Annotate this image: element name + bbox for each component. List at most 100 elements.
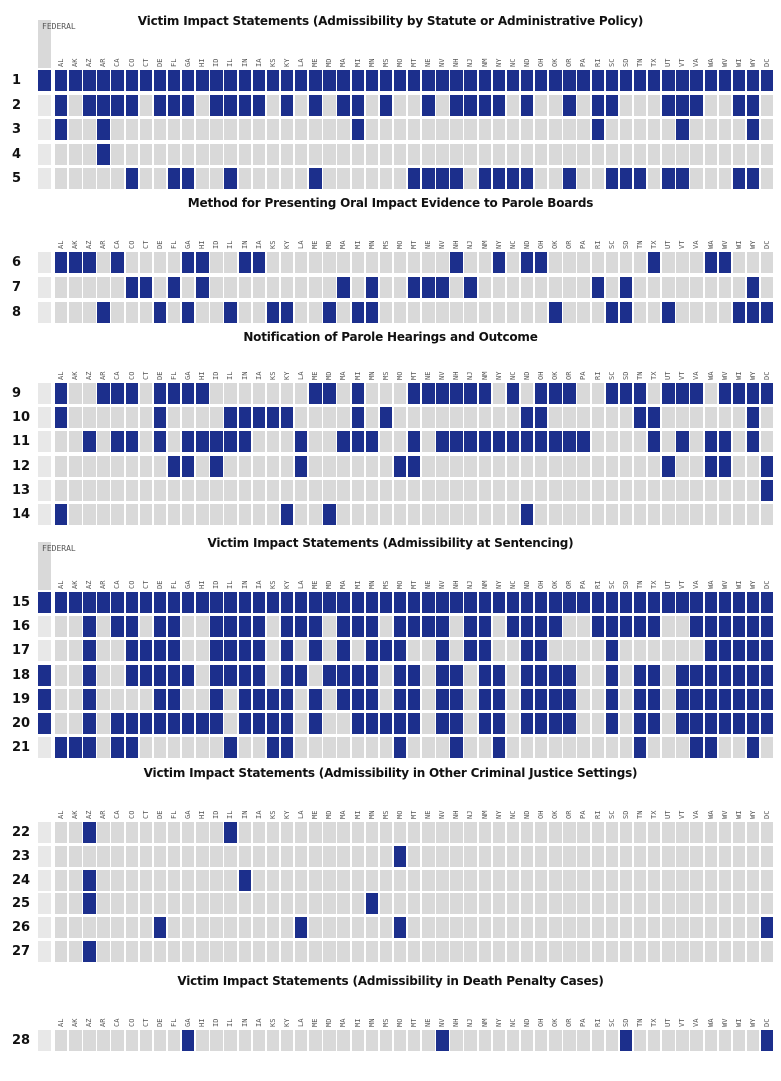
matrix-cell-yes (167, 94, 181, 116)
matrix-cell-no (464, 845, 477, 867)
matrix-cell-yes (676, 94, 689, 116)
state-column-header: NC (508, 580, 517, 589)
matrix-cell-yes (210, 94, 223, 116)
matrix-cell-no (605, 941, 619, 962)
matrix-cell-no (563, 822, 576, 843)
matrix-cell-yes (746, 688, 760, 710)
state-column-header: NY (494, 810, 503, 819)
matrix-cell-no (662, 713, 675, 734)
matrix-cell-yes (450, 431, 463, 453)
matrix-cell-no (676, 737, 689, 759)
matrix-cell-yes (69, 592, 82, 613)
matrix-cell-no (309, 119, 322, 141)
matrix-cell-yes (280, 640, 294, 662)
matrix-cell-no (393, 119, 407, 141)
matrix-cell-no (139, 479, 153, 501)
matrix-cell-no (563, 302, 576, 323)
matrix-cell-no (690, 302, 703, 323)
matrix-cell-no (506, 688, 520, 710)
matrix-cell-no (619, 845, 633, 867)
matrix-cell-no (492, 616, 506, 638)
matrix-cell-yes (464, 592, 477, 613)
matrix-cell-no (196, 616, 209, 638)
matrix-cell-no (309, 917, 322, 939)
matrix-cell-no (718, 94, 732, 116)
state-column-header: NJ (466, 810, 475, 819)
matrix-cell-no (196, 455, 209, 477)
matrix-cell-yes (351, 302, 364, 323)
matrix-cell-yes (718, 688, 732, 710)
section-title: Victim Impact Statements (Admissibility … (207, 536, 574, 550)
state-column-header: VA (692, 371, 701, 380)
matrix-cell-yes (295, 664, 308, 686)
matrix-cell-no (648, 917, 661, 939)
matrix-cell-no (577, 94, 590, 116)
matrix-cell-no (704, 119, 717, 141)
matrix-cell-no (662, 845, 675, 867)
matrix-cell-yes (238, 94, 251, 116)
matrix-cell-no (436, 302, 449, 323)
matrix-cell-no (464, 869, 477, 891)
matrix-cell-no (648, 302, 661, 323)
matrix-cell-no (210, 479, 223, 501)
matrix-cell-no (704, 277, 717, 298)
matrix-cell-no (732, 277, 746, 298)
matrix-cell-no (619, 407, 633, 429)
matrix-cell-no (704, 143, 717, 165)
matrix-cell-yes (520, 640, 534, 662)
matrix-cell-no (506, 119, 520, 141)
matrix-cell-yes (520, 168, 534, 190)
matrix-cell-yes (153, 688, 167, 710)
matrix-cell-yes (83, 737, 96, 759)
state-column-header: RI (593, 810, 602, 819)
matrix-cell-yes (182, 302, 195, 323)
matrix-cell-yes (323, 302, 336, 323)
matrix-cell-yes (746, 302, 760, 323)
matrix-cell-yes (464, 94, 477, 116)
state-column-header: UT (664, 58, 673, 67)
state-column-header: SD (621, 371, 630, 380)
matrix-cell-no (238, 383, 251, 404)
matrix-cell-yes (83, 592, 96, 613)
matrix-cell-yes (323, 664, 336, 686)
matrix-cell-no (393, 143, 407, 165)
matrix-cell-yes (309, 713, 322, 734)
state-column-header: CT (141, 371, 150, 380)
matrix-cell-no (492, 504, 506, 525)
matrix-cell-no (718, 917, 732, 939)
matrix-cell-no (408, 119, 421, 141)
state-column-header: NM (480, 810, 489, 819)
state-column-header: WA (706, 810, 715, 819)
matrix-cell-yes (83, 822, 96, 843)
matrix-cell-yes (266, 592, 280, 613)
matrix-cell-no (351, 822, 364, 843)
matrix-cell-yes (450, 713, 463, 734)
matrix-cell-no (379, 845, 393, 867)
matrix-cell-yes (252, 70, 266, 91)
matrix-cell-no (605, 407, 619, 429)
matrix-cell-yes (648, 616, 661, 638)
state-column-header: IN (240, 810, 249, 819)
matrix-cell-yes (746, 431, 760, 453)
state-column-header: NE (424, 1018, 433, 1027)
matrix-cell-no (280, 479, 294, 501)
matrix-cell-no (337, 893, 350, 915)
state-column-header: SD (621, 810, 630, 819)
matrix-cell-no (252, 455, 266, 477)
state-column-header: AK (71, 580, 80, 589)
matrix-cell-no (520, 893, 534, 915)
state-column-header: VA (692, 1018, 701, 1027)
state-column-header: NH (452, 58, 461, 67)
federal-cell-no (38, 119, 51, 141)
matrix-cell-yes (83, 94, 96, 116)
matrix-cell-yes (746, 94, 760, 116)
state-column-header: WV (720, 580, 729, 589)
matrix-cell-no (139, 737, 153, 759)
matrix-cell-no (619, 893, 633, 915)
state-column-header: MA (339, 240, 348, 249)
matrix-cell-yes (478, 592, 491, 613)
matrix-cell-no (309, 822, 322, 843)
matrix-cell-no (605, 893, 619, 915)
matrix-cell-no (210, 869, 223, 891)
matrix-cell-no (167, 845, 181, 867)
